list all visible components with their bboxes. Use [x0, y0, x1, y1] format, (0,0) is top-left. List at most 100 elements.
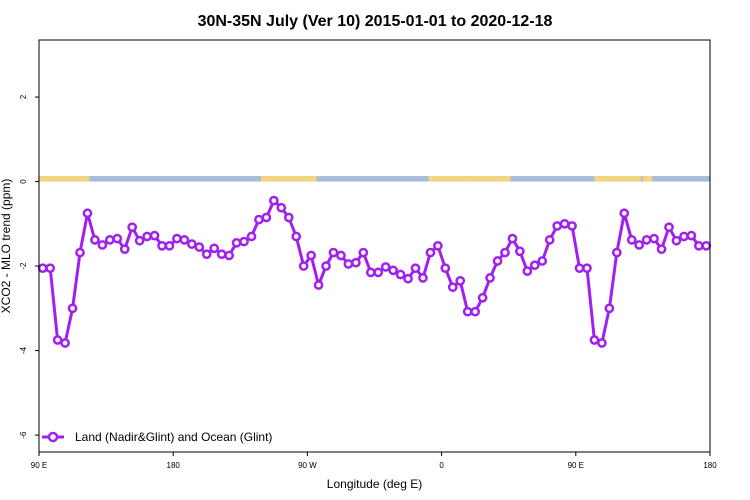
data-point — [239, 236, 249, 247]
data-point — [306, 250, 316, 261]
data-point — [112, 233, 123, 244]
data-point — [336, 250, 346, 261]
x-tick-label: 90 E — [31, 461, 47, 470]
data-point — [45, 263, 56, 274]
land-segment — [260, 176, 317, 182]
data-point — [515, 246, 525, 257]
data-point — [611, 247, 622, 258]
data-point — [462, 306, 473, 317]
data-point — [410, 263, 421, 274]
data-point — [149, 230, 160, 241]
data-point — [201, 249, 212, 260]
data-point — [343, 259, 354, 269]
data-point — [246, 231, 257, 242]
land-segment — [39, 176, 90, 182]
data-point — [186, 239, 197, 249]
data-point — [351, 257, 361, 268]
data-point — [574, 263, 585, 274]
data-point — [619, 208, 630, 219]
x-axis-title: Longitude (deg E) — [327, 477, 422, 491]
data-point — [172, 233, 182, 244]
y-tick-label: 0 — [19, 179, 28, 184]
data-point — [283, 212, 294, 223]
data-point — [37, 263, 48, 274]
data-point — [500, 247, 510, 258]
y-tick-label: 2 — [19, 94, 28, 99]
data-point — [455, 276, 466, 286]
data-point — [179, 235, 190, 245]
data-point — [67, 303, 78, 314]
data-point — [470, 306, 480, 317]
data-point — [231, 237, 242, 248]
land-segment — [428, 176, 468, 182]
data-point — [291, 231, 302, 242]
data-point — [254, 214, 264, 225]
data-point — [440, 263, 451, 274]
data-point — [649, 233, 659, 244]
data-point — [559, 218, 570, 229]
data-point — [686, 230, 697, 241]
data-point — [60, 338, 70, 348]
data-point — [604, 303, 615, 314]
y-axis: 2 0 -2 -4 -6 — [19, 94, 39, 439]
data-point — [477, 292, 488, 303]
data-point — [679, 231, 689, 242]
data-point — [485, 273, 495, 283]
data-point — [597, 338, 607, 348]
data-point — [269, 195, 279, 206]
x-tick-label: 90 E — [568, 461, 584, 470]
data-point — [552, 221, 563, 231]
x-tick-label: 0 — [439, 461, 444, 470]
data-point — [224, 250, 234, 261]
series-group — [37, 195, 712, 348]
data-point — [634, 240, 645, 250]
data-point — [492, 256, 503, 266]
data-point — [75, 247, 85, 258]
y-tick-label: -4 — [19, 346, 28, 354]
data-point — [664, 222, 674, 233]
data-point — [90, 235, 100, 245]
data-point — [104, 235, 115, 245]
data-point — [395, 269, 406, 280]
data-point — [365, 267, 376, 278]
x-tick-label: 180 — [703, 461, 717, 470]
x-axis: 90 E 180 90 W 0 90 E 180 — [31, 452, 717, 470]
ocean-strip — [39, 176, 710, 182]
data-point — [134, 235, 145, 246]
data-point — [626, 235, 637, 245]
land-segment — [467, 176, 511, 182]
y-tick-label: -6 — [19, 431, 28, 439]
data-point — [157, 240, 167, 251]
data-point — [403, 273, 413, 284]
data-point — [567, 221, 577, 231]
data-point — [261, 212, 272, 223]
legend: Land (Nadir&Glint) and Ocean (Glint) — [42, 430, 272, 444]
data-point — [656, 244, 667, 255]
data-point — [97, 240, 108, 250]
data-point — [522, 266, 533, 276]
land-segment — [594, 176, 642, 182]
plot-frame — [38, 39, 711, 453]
data-point — [142, 231, 152, 242]
data-point — [328, 247, 339, 258]
data-point — [537, 256, 548, 266]
data-point — [433, 240, 443, 251]
data-point — [447, 282, 458, 293]
data-point — [216, 249, 227, 260]
data-point — [313, 280, 324, 290]
data-point — [52, 335, 63, 345]
data-point — [209, 243, 220, 254]
surface-strip — [39, 176, 710, 182]
data-point — [589, 335, 600, 345]
data-point — [693, 240, 704, 251]
data-point — [507, 233, 518, 244]
y-axis-title: XCO2 - MLO trend (ppm) — [0, 179, 13, 314]
data-point — [544, 235, 555, 245]
data-point — [194, 242, 205, 252]
x-tick-label: 180 — [167, 461, 181, 470]
data-point — [373, 267, 384, 278]
data-point — [119, 244, 130, 255]
data-point — [82, 208, 93, 219]
